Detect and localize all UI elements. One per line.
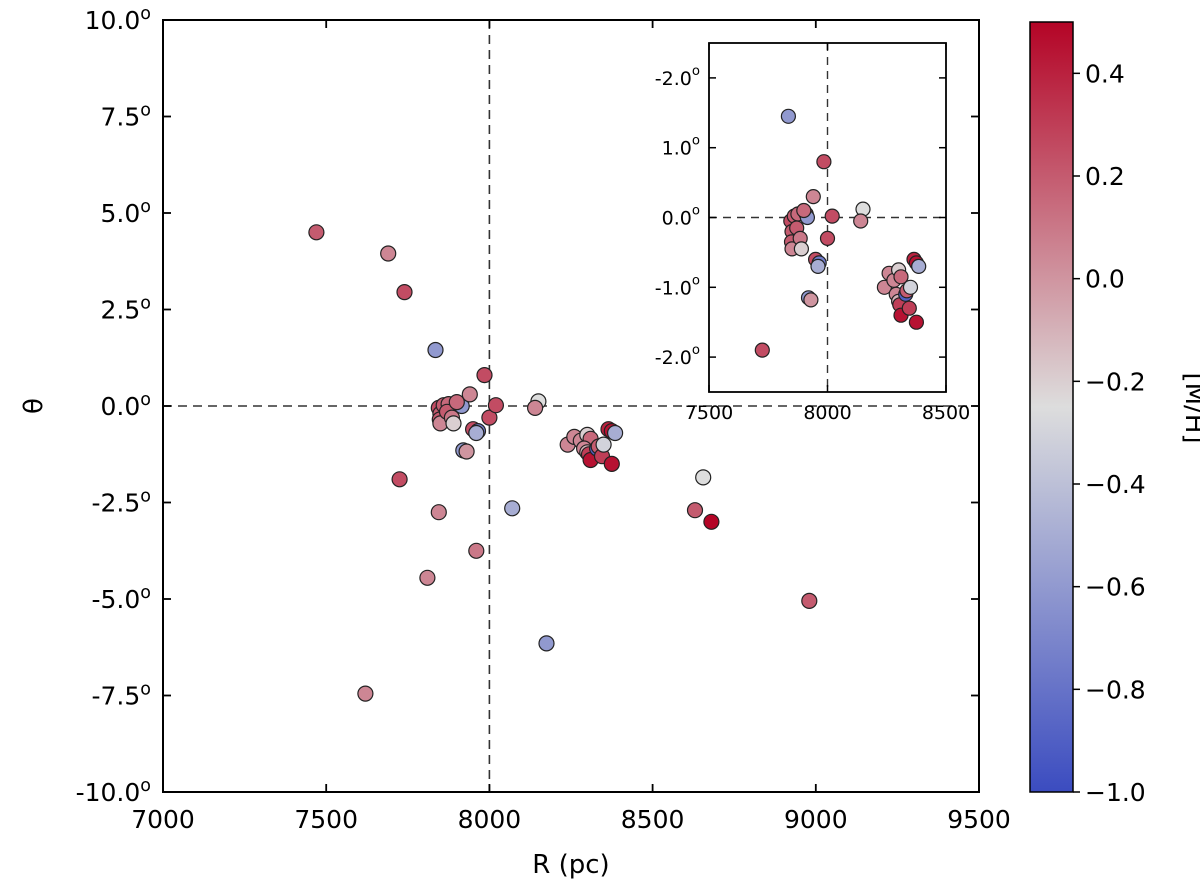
data-point [380, 245, 397, 262]
y-tick-label: 0.0o [101, 390, 151, 421]
data-point [695, 469, 712, 486]
data-point [468, 542, 485, 559]
y-tick-label: -10.0o [76, 776, 151, 807]
data-point [504, 500, 521, 517]
y-axis-label: θ [19, 398, 49, 414]
data-point [396, 284, 413, 301]
colorbar-tick-label: 0.0 [1085, 265, 1125, 294]
data-point [595, 436, 612, 453]
inset-data-point [754, 342, 770, 358]
data-point [606, 424, 624, 442]
inset-data-point [824, 208, 840, 224]
colorbar-tick-label: −1.0 [1085, 778, 1146, 807]
inset-data-point [853, 213, 869, 229]
data-point [686, 502, 704, 519]
data-point [476, 367, 493, 384]
data-point [487, 397, 504, 414]
inset-y-tick-label: 0.0o [662, 204, 700, 230]
data-point [427, 341, 444, 359]
data-point [703, 513, 720, 530]
data-point [391, 471, 408, 488]
inset-data-point [810, 258, 826, 274]
data-point [308, 224, 325, 241]
inset-data-point [780, 108, 797, 124]
y-tick-label: 10.0o [85, 4, 151, 35]
colorbar-gradient [1029, 21, 1074, 793]
data-point [448, 394, 465, 411]
y-tick-label: 7.5o [101, 101, 151, 132]
inset-data-point [902, 279, 919, 295]
inset-data-point [908, 314, 925, 330]
inset-x-tick-label: 7500 [685, 402, 733, 424]
data-point [538, 635, 555, 652]
inset-axes: 7500 8000 8500 -2.0o 1.0o 0.0o -1.0o -2.0o [655, 42, 970, 424]
data-point [430, 504, 447, 521]
inset-data-point [793, 241, 810, 257]
colorbar-tick-label: −0.2 [1085, 367, 1146, 396]
colorbar: 0.4 0.2 0.0 −0.2 −0.4 −0.6 −0.8 −1.0 [M/H] [1029, 21, 1200, 807]
inset-data-point [819, 230, 836, 246]
inset-data-point [796, 202, 812, 219]
y-tick-label: 2.5o [101, 294, 151, 325]
y-tick-label: -7.5o [92, 680, 152, 711]
inset-data-point [805, 189, 821, 205]
colorbar-tick-label: 0.4 [1085, 59, 1125, 88]
x-tick-label: 7000 [131, 805, 195, 834]
data-point [801, 592, 818, 610]
x-tick-label: 9000 [784, 805, 848, 834]
x-tick-label: 7500 [294, 805, 358, 834]
inset-points-layer [754, 108, 927, 358]
data-point [445, 415, 462, 432]
inset-y-tick-label: -2.0o [655, 343, 700, 369]
x-axis-label: R (pc) [532, 850, 609, 880]
x-tick-label: 9500 [947, 805, 1011, 834]
inset-data-point [901, 300, 917, 316]
data-point [357, 685, 374, 702]
inset-y-tick-label: -1.0o [655, 273, 700, 299]
main-points-layer [308, 224, 818, 702]
y-tick-label: 5.0o [101, 197, 151, 228]
y-tick-label: -2.5o [92, 487, 152, 518]
colorbar-label: [M/H] [1179, 372, 1200, 443]
inset-y-tick-label: 1.0o [662, 134, 700, 160]
inset-data-point [893, 269, 909, 285]
inset-x-tick-label: 8500 [922, 402, 970, 424]
inset-data-point [816, 154, 832, 170]
colorbar-tick-label: −0.8 [1085, 675, 1146, 704]
data-point [458, 443, 475, 460]
x-tick-label: 8500 [621, 805, 685, 834]
data-point [481, 409, 498, 426]
colorbar-tick-label: −0.6 [1085, 573, 1146, 602]
data-point [468, 424, 485, 442]
inset-data-point [911, 258, 927, 274]
inset-data-point [803, 292, 819, 308]
y-tick-label: -5.0o [92, 583, 152, 614]
colorbar-tick-label: −0.4 [1085, 470, 1146, 499]
colorbar-tick-label: 0.2 [1085, 162, 1125, 191]
data-point [526, 399, 544, 416]
data-point [603, 455, 620, 472]
data-point [461, 386, 478, 403]
x-tick-label: 8000 [458, 805, 522, 834]
inset-y-tick-label: -2.0o [655, 64, 700, 90]
inset-x-tick-label: 8000 [803, 402, 851, 424]
data-point [419, 569, 436, 586]
main-axes: 7000 7500 8000 8500 9000 9500 10.0o 7.5o 5.0o 2.5… [19, 4, 1011, 880]
